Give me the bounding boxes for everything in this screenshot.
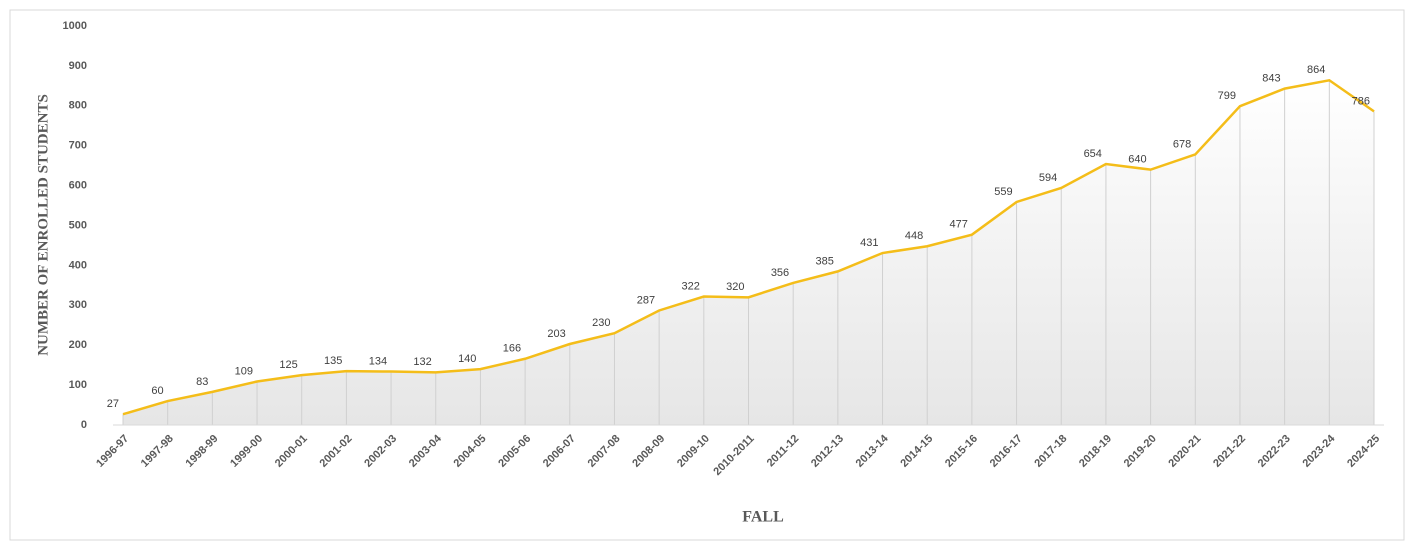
data-label: 287 <box>637 294 655 306</box>
data-label: 431 <box>860 237 878 249</box>
data-label: 134 <box>369 355 387 367</box>
line <box>122 78 1375 416</box>
data-label: 322 <box>681 280 699 292</box>
data-label: 799 <box>1218 90 1236 102</box>
y-tick-label: 700 <box>69 140 87 152</box>
y-tick-label: 900 <box>69 60 87 72</box>
data-label: 109 <box>235 365 253 377</box>
data-label: 786 <box>1352 95 1370 107</box>
y-tick-label: 800 <box>69 100 87 112</box>
y-tick-label: 0 <box>81 419 87 431</box>
y-tick-label: 500 <box>69 219 87 231</box>
data-label: 385 <box>815 255 833 267</box>
y-tick-label: 100 <box>69 379 87 391</box>
data-label: 27 <box>107 398 119 410</box>
data-label: 135 <box>324 355 342 367</box>
data-label: 140 <box>458 353 476 365</box>
data-label: 843 <box>1262 73 1280 85</box>
data-label: 166 <box>503 343 521 355</box>
y-axis-title: NUMBER OF ENROLLED STUDENTS <box>35 94 51 356</box>
data-label: 60 <box>151 385 163 397</box>
data-label: 654 <box>1084 148 1102 160</box>
y-tick-label: 1000 <box>63 20 87 32</box>
data-label: 356 <box>771 267 789 279</box>
data-label: 125 <box>279 359 297 371</box>
y-tick-label: 200 <box>69 339 87 351</box>
data-label: 83 <box>196 376 208 388</box>
x-axis-title: FALL <box>742 509 783 526</box>
data-label: 203 <box>547 328 565 340</box>
data-label: 640 <box>1128 154 1146 166</box>
data-label: 448 <box>905 230 923 242</box>
y-tick-label: 300 <box>69 299 87 311</box>
data-label: 594 <box>1039 172 1057 184</box>
data-label: 132 <box>413 356 431 368</box>
data-label: 320 <box>726 281 744 293</box>
data-label: 559 <box>994 186 1012 198</box>
data-label: 477 <box>950 219 968 231</box>
data-label: 678 <box>1173 138 1191 150</box>
data-label: 864 <box>1307 64 1325 76</box>
y-tick-label: 600 <box>69 180 87 192</box>
y-tick-label: 400 <box>69 259 87 271</box>
data-label: 230 <box>592 317 610 329</box>
